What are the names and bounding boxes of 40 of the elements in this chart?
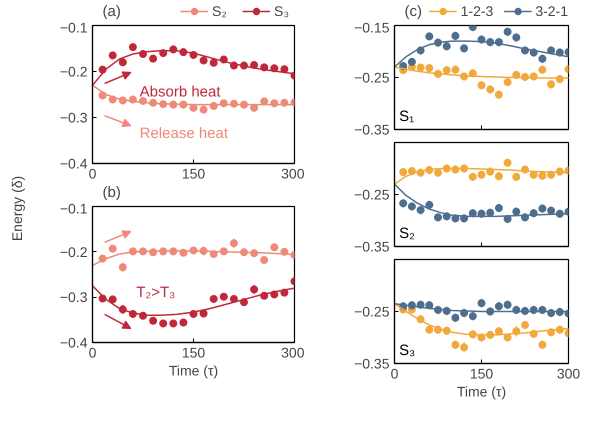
x-tick-label: 300 bbox=[281, 166, 305, 182]
annotation: S₂ bbox=[399, 225, 416, 242]
chart-title: (a) bbox=[102, 3, 121, 20]
y-tick-label: −0.4 bbox=[60, 334, 88, 350]
y-tick-label: −0.25 bbox=[354, 304, 390, 320]
legend-label: S₂ bbox=[212, 3, 228, 19]
y-axis-title: Energy (δ) bbox=[9, 176, 25, 242]
x-tick-label: 150 bbox=[182, 344, 206, 360]
y-tick-label: −0.35 bbox=[354, 356, 390, 372]
y-tick-label: −0.1 bbox=[60, 200, 88, 216]
x-tick-label: 300 bbox=[281, 344, 305, 360]
annotation: Release heat bbox=[140, 125, 229, 142]
legend-label: S₃ bbox=[274, 3, 290, 19]
chart-title: (c) bbox=[404, 3, 422, 20]
y-tick-label: −0.25 bbox=[354, 70, 390, 86]
legend-label: 3-2-1 bbox=[535, 3, 568, 19]
y-tick-label: −0.3 bbox=[60, 289, 88, 306]
y-tick-label: −0.15 bbox=[354, 20, 390, 36]
y-tick-label: −0.35 bbox=[354, 238, 390, 254]
legend-label: 1-2-3 bbox=[460, 3, 494, 19]
x-tick-label: 150 bbox=[182, 166, 206, 182]
x-axis-title: Time (τ) bbox=[456, 384, 506, 400]
annotation: Absorb heat bbox=[140, 84, 222, 101]
y-tick-label: −0.3 bbox=[60, 110, 88, 126]
annotation: S₁ bbox=[399, 108, 414, 125]
x-tick-label: 0 bbox=[88, 344, 97, 360]
x-tick-label: 150 bbox=[470, 366, 494, 382]
annotation: S₃ bbox=[399, 342, 416, 359]
y-tick-label: −0.4 bbox=[60, 156, 88, 172]
x-tick-label: 0 bbox=[88, 166, 97, 182]
y-tick-label: −0.1 bbox=[60, 20, 88, 36]
y-tick-label: −0.35 bbox=[354, 122, 390, 138]
annotation: T₂>T₃ bbox=[136, 284, 176, 302]
y-tick-label: −0.2 bbox=[60, 64, 88, 80]
x-tick-label: 0 bbox=[390, 366, 399, 382]
x-axis-title: Time (τ) bbox=[168, 362, 218, 378]
y-tick-label: −0.25 bbox=[354, 186, 390, 202]
x-tick-label: 300 bbox=[556, 366, 580, 382]
y-tick-label: −0.2 bbox=[60, 244, 88, 260]
chart-title: (b) bbox=[102, 184, 121, 201]
